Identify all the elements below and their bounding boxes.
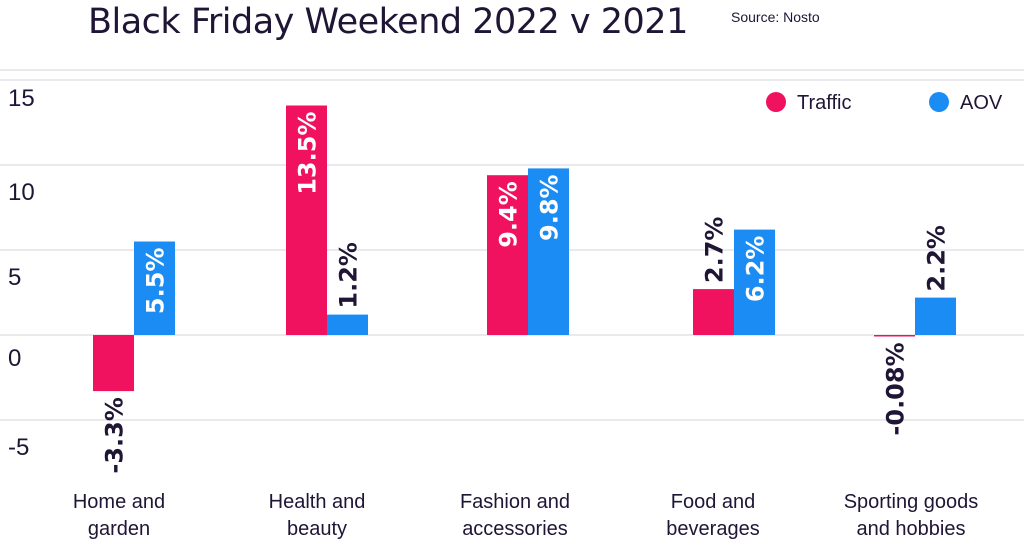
bar-traffic [286,105,327,335]
bar-traffic [693,289,734,335]
data-label-aov: 2.2% [923,225,951,292]
bar-traffic [93,335,134,392]
y-tick-label: 0 [8,345,21,372]
data-label-aov: 6.2% [742,236,770,303]
bar-aov [327,314,368,335]
y-tick-label: 10 [8,179,35,206]
category-label: Home and garden [73,491,165,540]
data-label-aov: 1.2% [335,242,363,309]
bar-aov [528,168,569,335]
category-label: Health and beauty [269,491,366,540]
bars [93,105,956,392]
category-label: Fashion and accessories [460,491,570,540]
y-tick-label: -5 [8,434,29,461]
data-label-aov: 5.5% [142,248,170,315]
data-label-traffic: 9.4% [495,181,523,248]
chart-title: Black Friday Weekend 2022 v 2021 [88,2,688,42]
data-label-traffic: 13.5% [294,112,322,195]
legend-swatch-aov [929,92,949,112]
category-label: Food and beverages [666,491,759,540]
legend-label-traffic: Traffic [797,92,851,114]
legend: Traffic AOV [766,92,1003,114]
y-tick-label: 15 [8,85,35,112]
bar-aov [734,229,775,335]
y-tick-label: 5 [8,264,21,291]
y-axis: 15 10 5 0 -5 [8,85,35,461]
bar-aov [134,241,175,335]
data-label-traffic: 2.7% [701,217,729,284]
legend-swatch-traffic [766,92,786,112]
data-label-traffic: -3.3% [101,397,129,474]
chart-source: Source: Nosto [731,9,820,25]
category-label: Sporting goods and hobbies [844,491,979,540]
data-label-traffic: -0.08% [882,342,910,435]
bar-traffic [874,335,915,337]
legend-label-aov: AOV [960,92,1003,114]
bar-traffic [487,175,528,335]
data-label-aov: 9.8% [536,174,564,241]
x-axis: Home and garden Health and beauty Fashion an… [73,491,978,540]
bar-aov [915,297,956,335]
data-labels: -3.3% 13.5% 9.4% 2.7% -0.08% 5.5% 1.2% 9.8% 6.2%… [101,112,951,474]
